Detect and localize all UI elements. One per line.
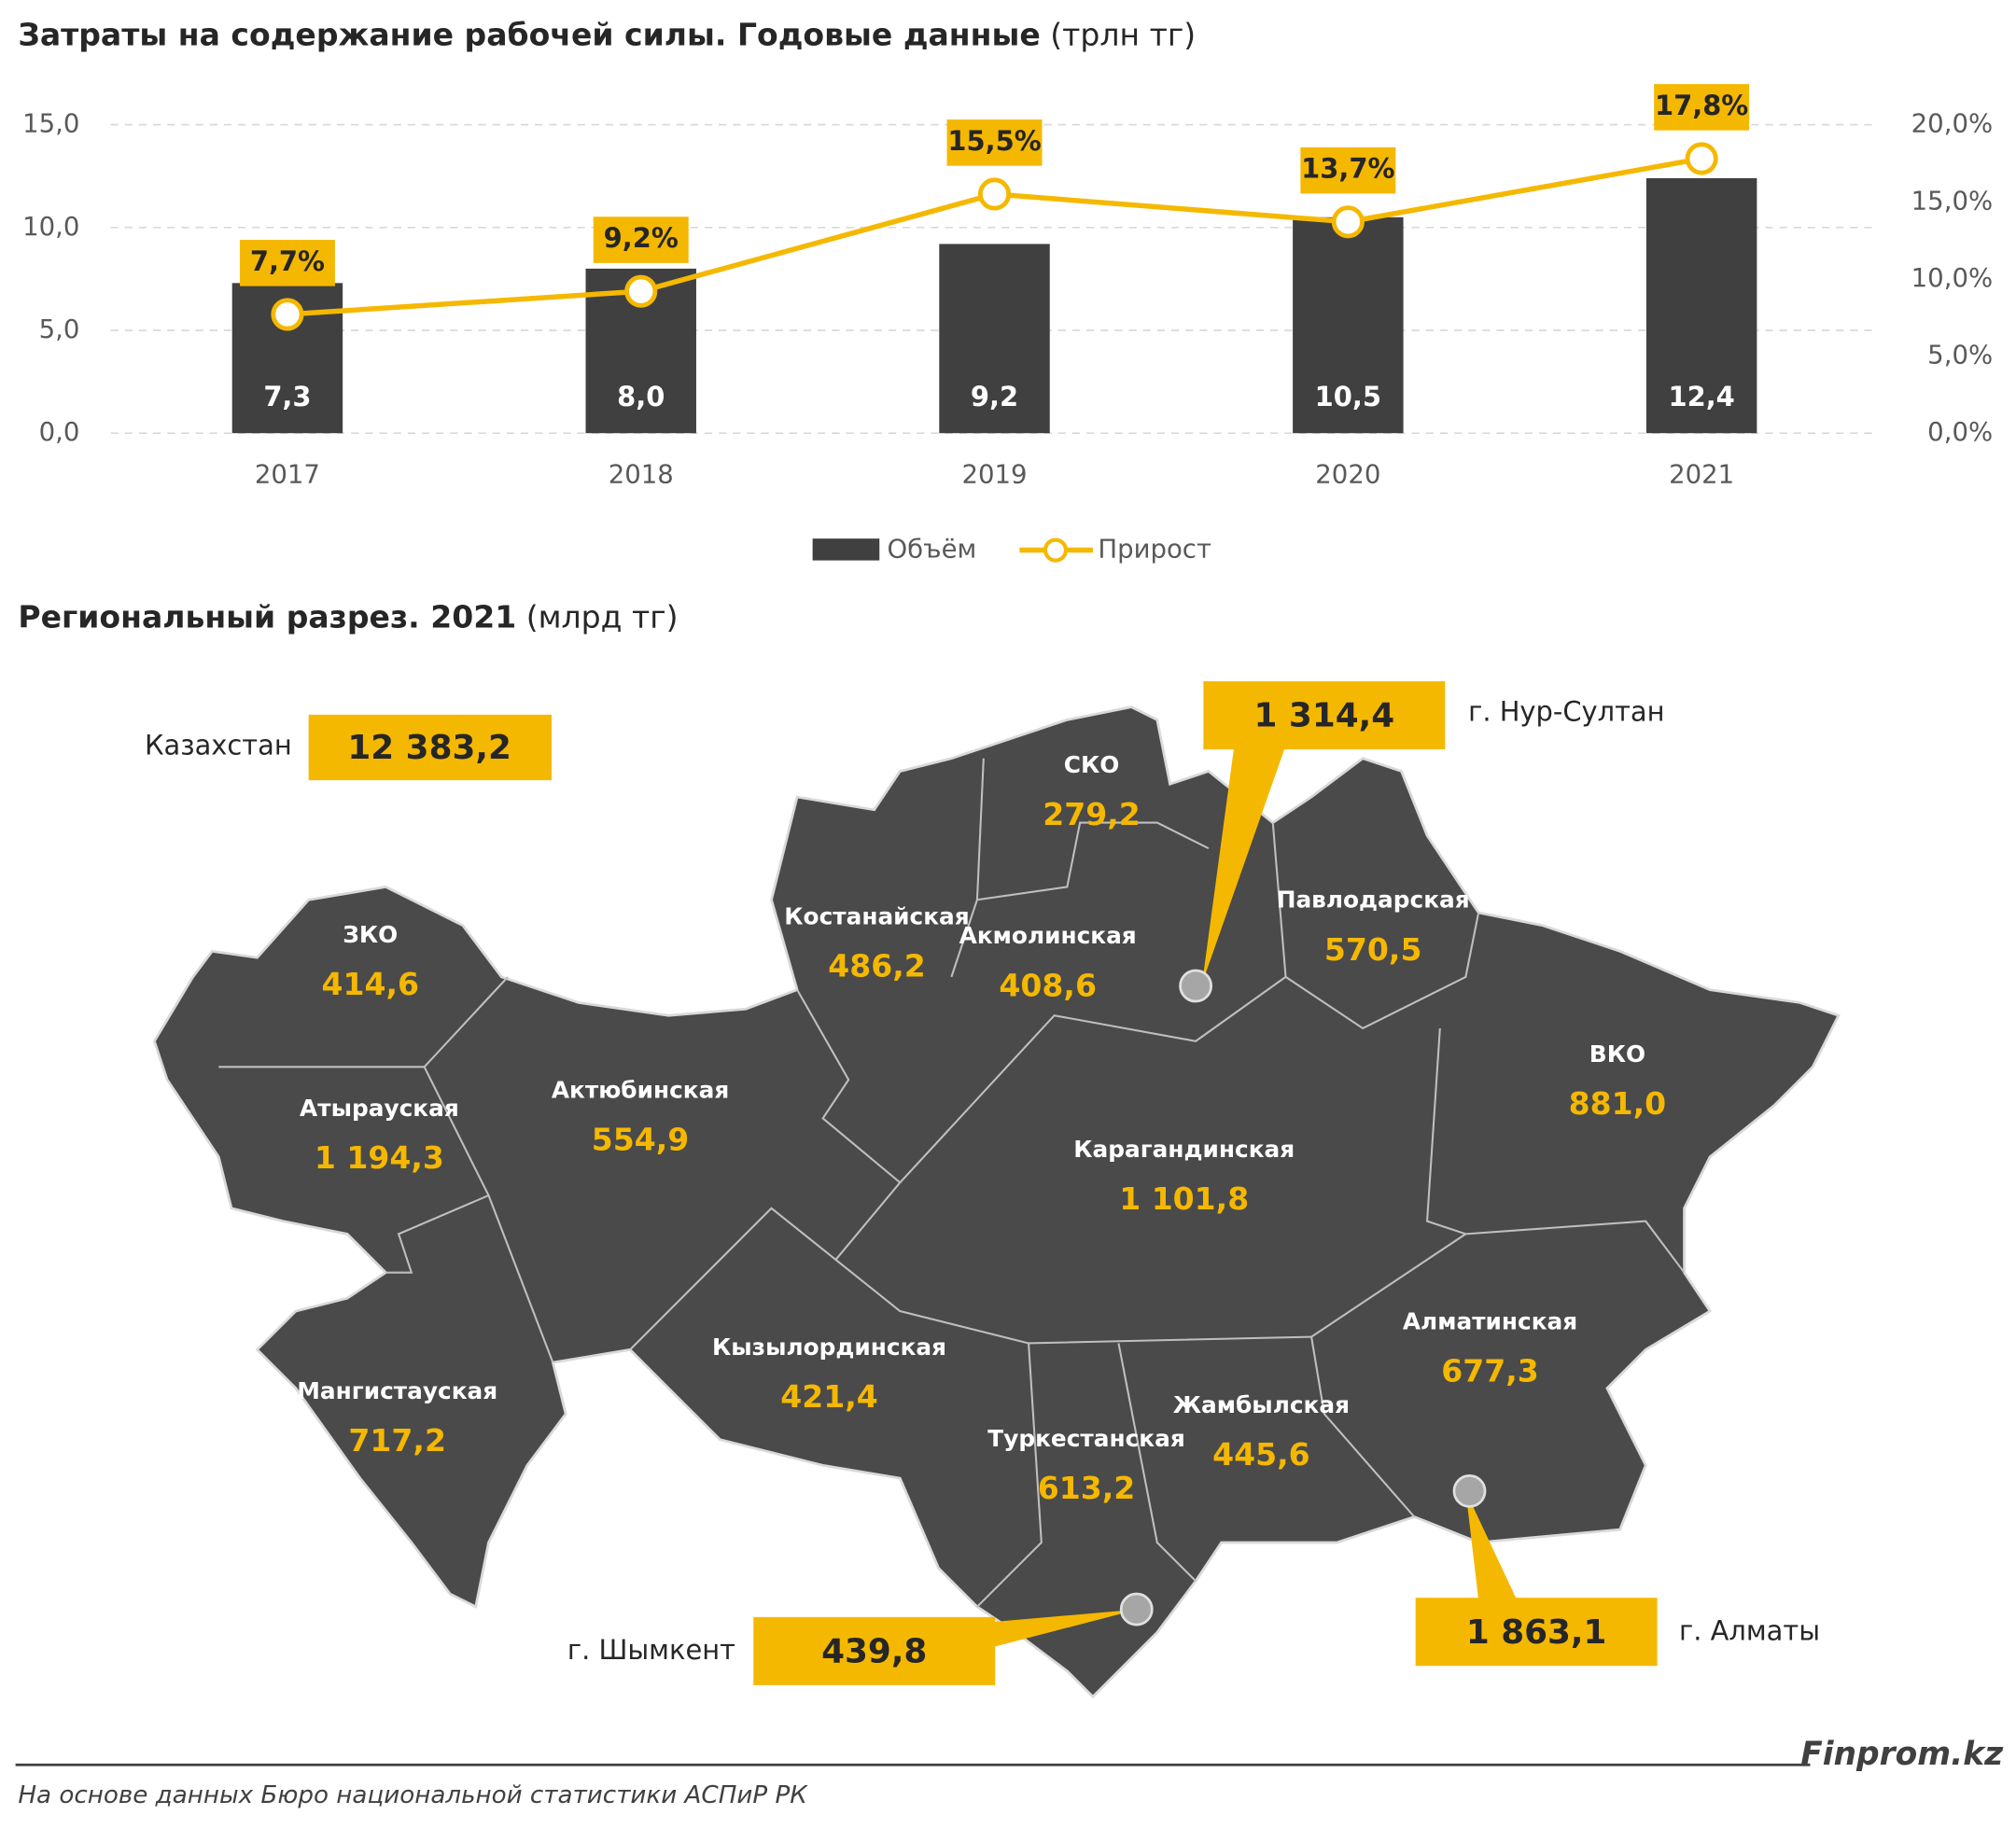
map-unit: (млрд тг) bbox=[526, 598, 679, 635]
x-tick-label: 2018 bbox=[609, 460, 674, 490]
growth-label-box bbox=[593, 216, 689, 263]
region-value: 1 194,3 bbox=[315, 1139, 444, 1176]
region-name: Актюбинская bbox=[552, 1076, 729, 1103]
x-tick-label: 2021 bbox=[1669, 460, 1734, 490]
city-name: г. Алматы bbox=[1679, 1614, 1820, 1646]
growth-value-label: 17,8% bbox=[1655, 90, 1748, 121]
city-marker bbox=[1452, 1473, 1487, 1508]
growth-value-label: 7,7% bbox=[250, 245, 325, 277]
bar-value-label: 9,2 bbox=[971, 381, 1018, 412]
y2-tick-label: 5,0% bbox=[1927, 341, 1993, 370]
footer-brand: Finprom.kz bbox=[1800, 1736, 2004, 1773]
chart-title-line: Затраты на содержание рабочей силы. Годо… bbox=[18, 16, 1196, 52]
bar bbox=[939, 244, 1050, 434]
city-marker bbox=[1179, 969, 1213, 1003]
footer-source: На основе данных Бюро национальной стати… bbox=[18, 1781, 808, 1809]
region-name: ВКО bbox=[1589, 1040, 1645, 1068]
bar-value-label: 12,4 bbox=[1668, 381, 1734, 412]
growth-value-label: 9,2% bbox=[604, 222, 679, 254]
city-box bbox=[1203, 681, 1446, 750]
region-name: Павлодарская bbox=[1277, 887, 1470, 914]
city-name: г. Нур-Султан bbox=[1468, 695, 1664, 727]
map-title: Региональный разрез. 2021 bbox=[18, 598, 516, 635]
callout-pointer bbox=[1201, 745, 1286, 984]
legend-label: Прирост bbox=[1098, 535, 1211, 565]
map: СКО 279,2 Костанайская 486,2 Акмолинская 408,… bbox=[152, 705, 1841, 1699]
legend-swatch bbox=[812, 538, 880, 561]
city-value: 439,8 bbox=[821, 1632, 927, 1670]
city-box bbox=[1415, 1598, 1658, 1667]
region-name: Атырауская bbox=[300, 1095, 459, 1122]
region-value: 421,4 bbox=[780, 1378, 878, 1415]
growth-value-label: 15,5% bbox=[947, 125, 1041, 157]
growth-point bbox=[271, 298, 304, 331]
city-box bbox=[753, 1616, 996, 1685]
region-value: 414,6 bbox=[322, 966, 420, 1002]
region-value: 881,0 bbox=[1569, 1085, 1667, 1122]
y2-tick-label: 15,0% bbox=[1911, 186, 1993, 216]
y2-tick-label: 10,0% bbox=[1911, 263, 1993, 293]
region-value: 677,3 bbox=[1441, 1353, 1539, 1389]
region-name: Алматинская bbox=[1403, 1307, 1577, 1334]
country-value: 12 383,2 bbox=[347, 729, 511, 767]
city-marker bbox=[1119, 1592, 1154, 1627]
region-value: 486,2 bbox=[828, 948, 926, 984]
y-tick-label: 0,0 bbox=[39, 417, 80, 447]
bar bbox=[1645, 177, 1757, 434]
map-title-line: Региональный разрез. 2021 (млрд тг) bbox=[18, 598, 678, 635]
growth-label-box bbox=[239, 240, 335, 286]
region-name: СКО bbox=[1064, 751, 1120, 778]
country-shape bbox=[152, 705, 1841, 1699]
chart-title: Затраты на содержание рабочей силы. Годо… bbox=[18, 16, 1040, 52]
y-tick-label: 15,0 bbox=[22, 109, 79, 139]
region-name: Туркестанская bbox=[987, 1425, 1184, 1452]
y2-tick-label: 0,0% bbox=[1927, 417, 1993, 447]
legend-marker bbox=[1043, 538, 1069, 563]
region-borders bbox=[218, 758, 1686, 1608]
chart-unit: (трлн тг) bbox=[1050, 16, 1196, 52]
x-tick-label: 2020 bbox=[1315, 460, 1380, 490]
bar-value-label: 7,3 bbox=[263, 381, 311, 412]
bar-value-label: 10,5 bbox=[1315, 381, 1381, 412]
region-name: Жамбылская bbox=[1173, 1391, 1350, 1418]
bar-value-label: 8,0 bbox=[617, 381, 665, 412]
y2-tick-label: 20,0% bbox=[1911, 109, 1993, 139]
region-value: 570,5 bbox=[1324, 931, 1422, 968]
region-value: 445,6 bbox=[1212, 1436, 1310, 1473]
city-name: г. Шымкент bbox=[567, 1634, 735, 1666]
region-name: Акмолинская bbox=[959, 922, 1137, 949]
region-name: Кызылординская bbox=[712, 1333, 946, 1361]
region-name: Костанайская bbox=[784, 903, 969, 930]
growth-point bbox=[624, 274, 658, 308]
country-name: Казахстан bbox=[145, 729, 292, 761]
country-box bbox=[308, 714, 552, 781]
city-value: 1 863,1 bbox=[1466, 1613, 1607, 1652]
growth-point bbox=[977, 177, 1012, 211]
region-value: 613,2 bbox=[1038, 1470, 1136, 1506]
growth-label-box bbox=[946, 119, 1043, 166]
region-value: 279,2 bbox=[1043, 796, 1141, 832]
y-tick-label: 10,0 bbox=[22, 212, 79, 242]
city-value: 1 314,4 bbox=[1254, 697, 1395, 735]
growth-value-label: 13,7% bbox=[1301, 153, 1394, 185]
callout-pointer bbox=[1465, 1490, 1518, 1600]
growth-label-box bbox=[1300, 147, 1396, 194]
x-tick-label: 2017 bbox=[255, 460, 320, 490]
growth-point bbox=[1331, 205, 1365, 239]
region-name: Мангистауская bbox=[297, 1377, 497, 1404]
legend-label: Объём bbox=[888, 535, 977, 565]
y-tick-label: 5,0 bbox=[39, 314, 80, 344]
region-value: 408,6 bbox=[999, 967, 1097, 1003]
region-value: 717,2 bbox=[348, 1422, 446, 1459]
region-name: Карагандинская bbox=[1073, 1136, 1295, 1163]
region-value: 554,9 bbox=[592, 1122, 690, 1158]
bar bbox=[1293, 216, 1404, 434]
growth-point bbox=[1685, 142, 1718, 175]
region-name: ЗКО bbox=[343, 921, 398, 948]
growth-label-box bbox=[1654, 84, 1750, 131]
x-tick-label: 2019 bbox=[961, 460, 1027, 490]
region-value: 1 101,8 bbox=[1119, 1180, 1249, 1217]
